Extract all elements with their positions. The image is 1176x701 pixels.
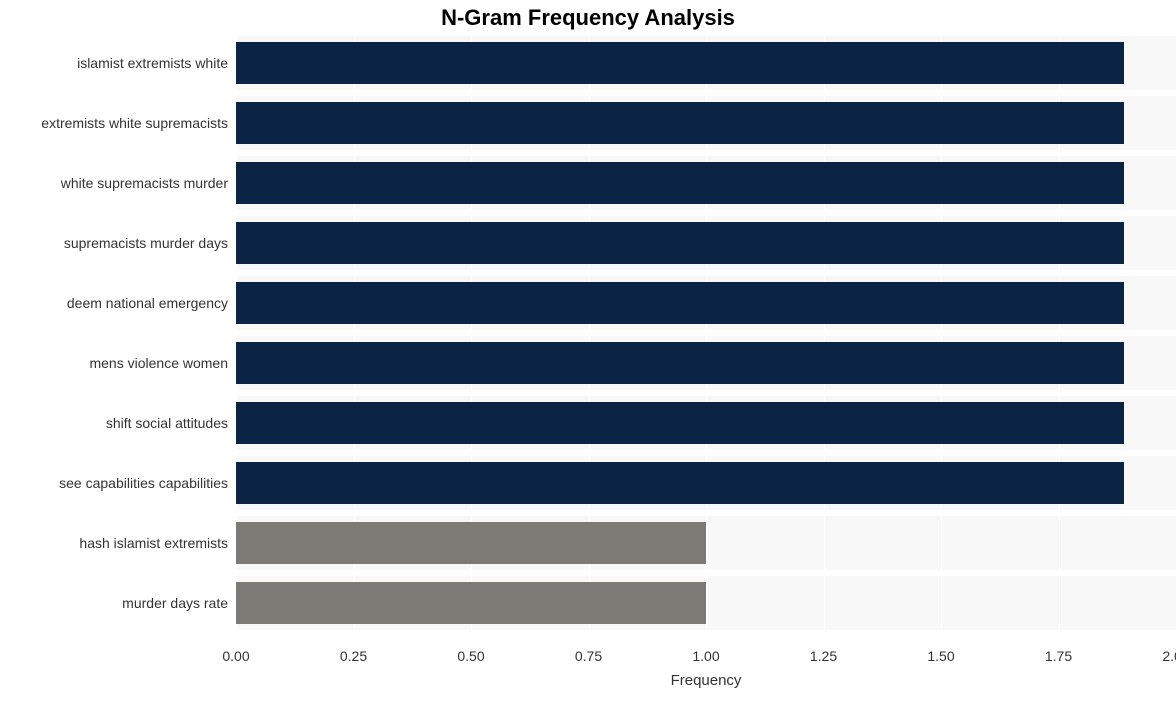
bar [236,102,1124,144]
bar [236,42,1124,84]
plot-area [236,36,1176,638]
y-tick-label: supremacists murder days [0,236,228,250]
x-tick-label: 1.75 [1045,648,1072,664]
x-tick-label: 0.50 [457,648,484,664]
bar [236,402,1124,444]
y-tick-label: white supremacists murder [0,176,228,190]
bar [236,522,706,564]
bar [236,462,1124,504]
y-tick-label: islamist extremists white [0,56,228,70]
bar [236,222,1124,264]
bar [236,282,1124,324]
x-tick-label: 1.50 [927,648,954,664]
bar [236,342,1124,384]
chart-container: N-Gram Frequency Analysis Frequency isla… [0,0,1176,701]
y-tick-label: deem national emergency [0,296,228,310]
y-tick-label: murder days rate [0,596,228,610]
x-tick-label: 0.75 [575,648,602,664]
x-tick-label: 2.00 [1162,648,1176,664]
chart-title: N-Gram Frequency Analysis [0,5,1176,31]
x-tick-label: 0.00 [222,648,249,664]
y-tick-label: mens violence women [0,356,228,370]
x-axis-label: Frequency [236,672,1176,689]
x-tick-label: 0.25 [340,648,367,664]
y-tick-label: hash islamist extremists [0,536,228,550]
y-tick-label: shift social attitudes [0,416,228,430]
bar [236,162,1124,204]
y-tick-label: extremists white supremacists [0,116,228,130]
x-tick-label: 1.25 [810,648,837,664]
x-tick-label: 1.00 [692,648,719,664]
y-tick-label: see capabilities capabilities [0,476,228,490]
bar [236,582,706,624]
